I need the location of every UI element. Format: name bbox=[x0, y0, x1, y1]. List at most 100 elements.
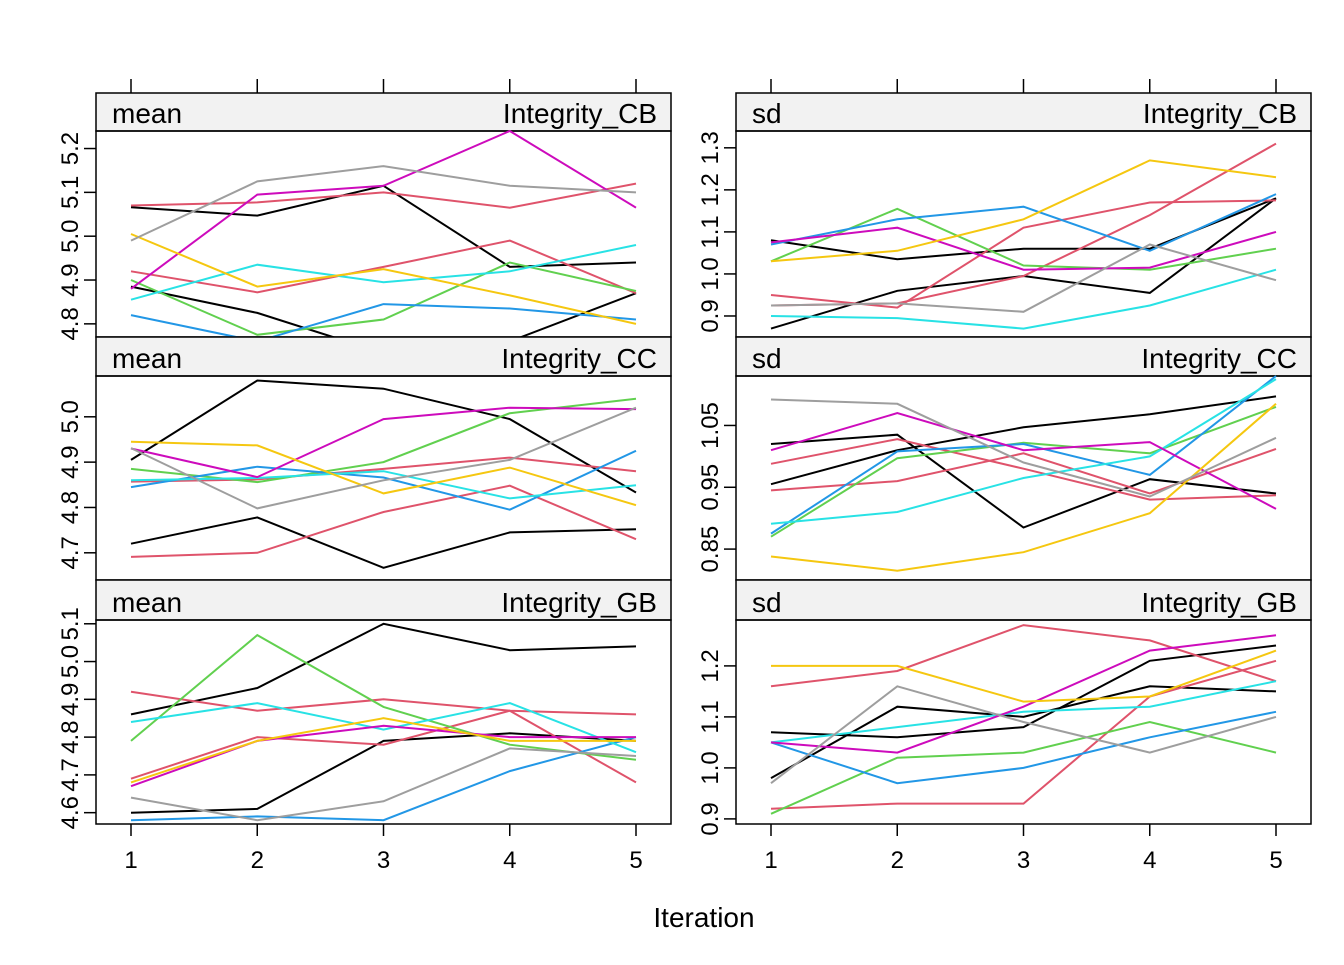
x-tick-label: 3 bbox=[377, 847, 390, 874]
panel-sd-Integrity_GB: sd Integrity_GB 0.9 1.0 1.1 1.2 1 2 3 4 5 bbox=[697, 579, 1312, 874]
x-tick-label: 2 bbox=[891, 847, 904, 874]
series-line bbox=[770, 193, 1277, 252]
y-tick-label: 5.2 bbox=[57, 132, 84, 165]
x-tick-label: 5 bbox=[1269, 847, 1282, 874]
series-line bbox=[771, 649, 1277, 703]
panel-mean-Integrity_CC: mean Integrity_CC 4.7 4.8 4.9 5.0 bbox=[57, 336, 672, 581]
x-tick-label: 4 bbox=[1143, 847, 1156, 874]
strip-header bbox=[735, 92, 1312, 132]
series-line bbox=[770, 680, 1277, 744]
strip-header bbox=[735, 336, 1312, 377]
strip-variable-label: Integrity_GB bbox=[501, 587, 657, 618]
series-line bbox=[130, 244, 637, 301]
series-line bbox=[130, 261, 637, 336]
series-line bbox=[130, 516, 637, 569]
y-tick-label: 0.9 bbox=[697, 802, 724, 835]
y-tick-label: 4.9 bbox=[57, 445, 84, 478]
series-line bbox=[770, 659, 1277, 810]
strip-stat-label: mean bbox=[112, 587, 182, 618]
x-axis-label: Iteration bbox=[653, 902, 754, 933]
series-line bbox=[130, 239, 637, 295]
series-line bbox=[770, 405, 1277, 538]
series-line bbox=[770, 447, 1277, 495]
series-line bbox=[770, 720, 1277, 815]
series-line bbox=[770, 685, 1277, 784]
series-line bbox=[770, 243, 1277, 313]
y-tick-label: 5.1 bbox=[57, 176, 84, 209]
series-line bbox=[770, 634, 1277, 754]
y-tick-label: 1.2 bbox=[697, 173, 724, 206]
y-tick-label: 5.0 bbox=[57, 220, 84, 253]
series-line bbox=[130, 440, 637, 507]
strip-stat-label: mean bbox=[112, 98, 182, 129]
strip-variable-label: Integrity_CB bbox=[1143, 98, 1297, 129]
y-tick-label: 4.9 bbox=[57, 263, 84, 296]
series-line bbox=[770, 395, 1277, 486]
panel-sd-Integrity_CC: sd Integrity_CC 0.85 0.95 1.05 bbox=[697, 336, 1312, 581]
series-line bbox=[770, 207, 1277, 271]
y-tick-label: 4.9 bbox=[57, 683, 84, 716]
y-tick-label: 1.0 bbox=[697, 257, 724, 290]
series-line bbox=[770, 685, 1277, 779]
series-line bbox=[130, 724, 636, 788]
y-tick-label: 1.0 bbox=[697, 751, 724, 784]
series-line bbox=[770, 159, 1277, 263]
y-tick-label: 1.3 bbox=[697, 131, 724, 164]
strip-stat-label: sd bbox=[752, 343, 782, 374]
strip-stat-label: sd bbox=[752, 587, 782, 618]
strip-header bbox=[95, 336, 672, 377]
strip-variable-label: Integrity_GB bbox=[1141, 587, 1297, 618]
panel-mean-Integrity_GB: mean Integrity_GB 4.6 4.7 4.8 4.9 5.0 5.1 1 2 3 4 5 bbox=[57, 579, 672, 874]
series-line bbox=[130, 484, 637, 558]
strip-header bbox=[735, 579, 1312, 621]
y-tick-label: 1.1 bbox=[697, 700, 724, 733]
series-line bbox=[130, 165, 637, 242]
strip-header bbox=[95, 92, 672, 132]
strip-variable-label: Integrity_CC bbox=[1141, 343, 1297, 374]
panel-mean-Integrity_CB: mean Integrity_CB 4.8 4.9 5.0 5.1 5.2 bbox=[57, 79, 672, 355]
series-line bbox=[130, 622, 637, 716]
series-line bbox=[770, 438, 1277, 501]
y-tick-label: 0.95 bbox=[697, 464, 724, 511]
x-tick-label: 3 bbox=[1017, 847, 1030, 874]
series-line bbox=[130, 717, 636, 784]
series-line bbox=[130, 709, 637, 784]
x-tick-label: 4 bbox=[503, 847, 516, 874]
y-tick-label: 1.1 bbox=[697, 215, 724, 248]
panel-sd-Integrity_CB: sd Integrity_CB 0.9 1.0 1.1 1.2 1.3 bbox=[697, 79, 1312, 338]
series-line bbox=[130, 470, 637, 500]
series-line bbox=[130, 690, 637, 716]
series-line bbox=[130, 449, 637, 511]
y-tick-label: 5.0 bbox=[57, 400, 84, 433]
series-line bbox=[770, 644, 1277, 739]
series-line bbox=[770, 433, 1277, 529]
strip-variable-label: Integrity_CB bbox=[503, 98, 657, 129]
series-line bbox=[130, 736, 637, 822]
series-line bbox=[770, 624, 1277, 688]
series-line bbox=[130, 233, 637, 325]
strip-stat-label: mean bbox=[112, 343, 182, 374]
y-tick-label: 4.8 bbox=[57, 307, 84, 340]
y-tick-label: 4.6 bbox=[57, 796, 84, 829]
x-tick-label: 5 bbox=[629, 847, 642, 874]
strip-header bbox=[95, 579, 672, 621]
series-line bbox=[770, 378, 1277, 525]
y-tick-label: 4.7 bbox=[57, 758, 84, 791]
series-line bbox=[770, 412, 1277, 510]
series-line bbox=[130, 406, 637, 510]
series-line bbox=[130, 129, 637, 290]
series-line bbox=[130, 303, 637, 343]
x-tick-label: 1 bbox=[764, 847, 777, 874]
strip-variable-label: Integrity_CC bbox=[501, 343, 657, 374]
x-tick-label: 1 bbox=[124, 847, 137, 874]
series-line bbox=[770, 398, 1277, 498]
y-tick-label: 5.0 bbox=[57, 645, 84, 678]
y-tick-label: 4.8 bbox=[57, 720, 84, 753]
y-tick-label: 0.9 bbox=[697, 299, 724, 332]
plot-frame bbox=[95, 619, 672, 825]
series-line bbox=[770, 375, 1277, 535]
y-tick-label: 4.8 bbox=[57, 491, 84, 524]
strip-stat-label: sd bbox=[752, 98, 782, 129]
y-tick-label: 5.1 bbox=[57, 607, 84, 640]
